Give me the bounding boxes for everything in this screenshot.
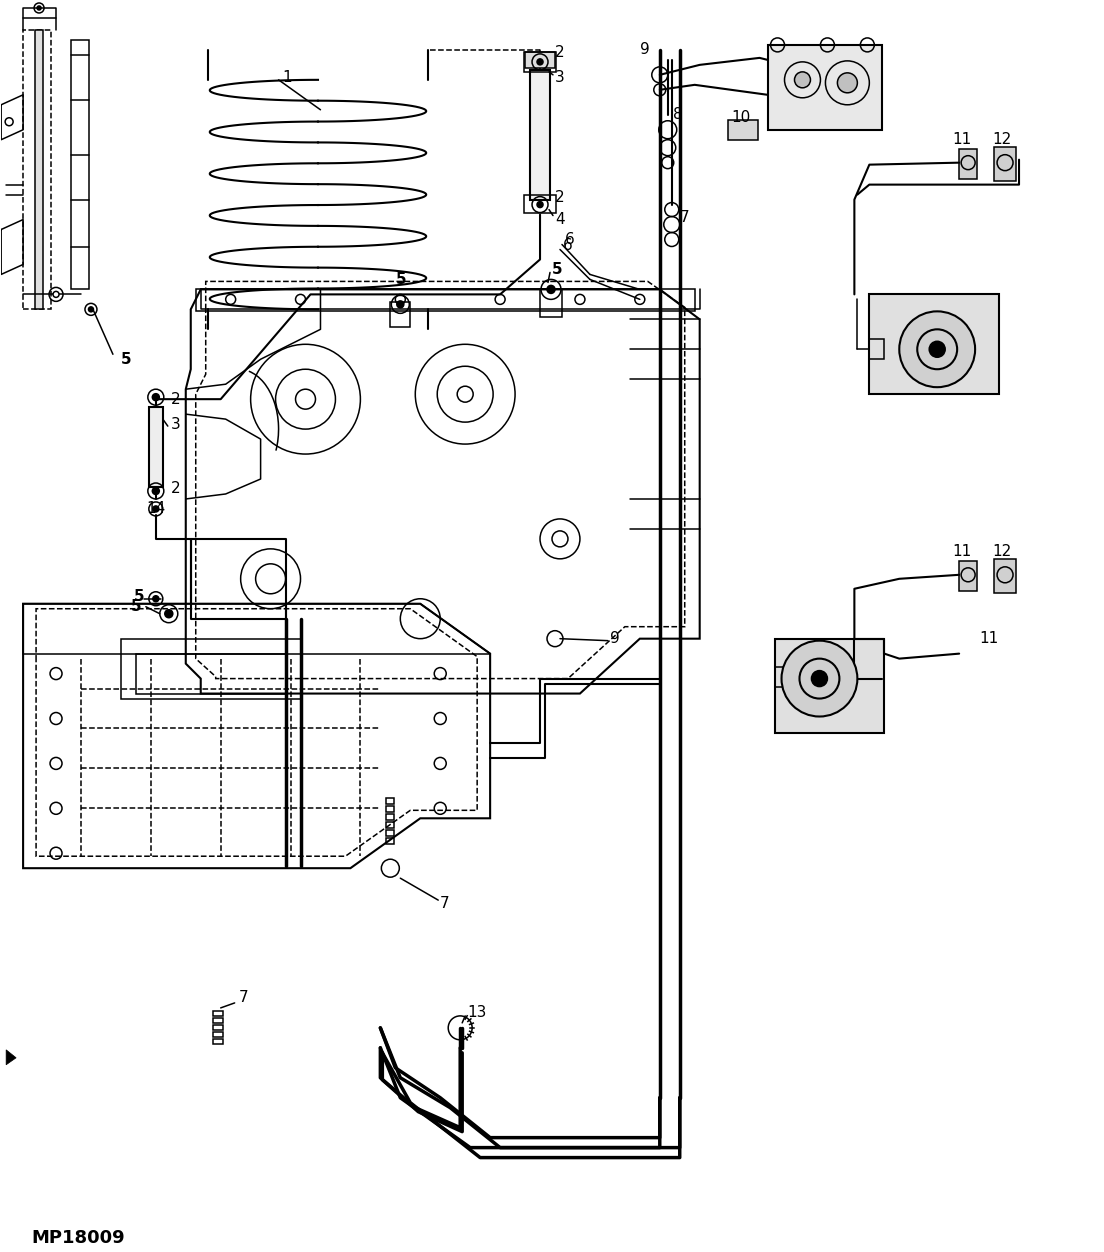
Circle shape bbox=[782, 641, 858, 716]
Text: 11: 11 bbox=[952, 133, 972, 148]
Bar bbox=[386, 839, 394, 844]
Bar bbox=[149, 407, 162, 487]
Text: 3: 3 bbox=[171, 417, 181, 432]
Text: 5: 5 bbox=[552, 262, 563, 277]
Text: 10: 10 bbox=[732, 110, 751, 125]
Circle shape bbox=[53, 292, 59, 298]
Bar bbox=[767, 45, 882, 130]
Bar bbox=[386, 806, 394, 813]
Bar bbox=[994, 146, 1016, 180]
Bar bbox=[213, 1025, 223, 1030]
Text: 7: 7 bbox=[238, 990, 248, 1005]
Bar bbox=[386, 799, 394, 804]
Text: 11: 11 bbox=[952, 545, 972, 560]
Bar bbox=[213, 1039, 223, 1044]
Bar bbox=[71, 40, 89, 289]
Text: 9: 9 bbox=[609, 631, 619, 646]
Text: 3: 3 bbox=[555, 70, 565, 85]
Text: 6: 6 bbox=[565, 232, 575, 247]
Bar bbox=[869, 339, 884, 359]
Circle shape bbox=[537, 59, 543, 65]
Bar bbox=[386, 830, 394, 836]
Bar bbox=[195, 289, 694, 312]
Text: 12: 12 bbox=[992, 133, 1011, 148]
Text: 9: 9 bbox=[640, 43, 649, 58]
Bar bbox=[23, 30, 51, 309]
Circle shape bbox=[546, 285, 555, 293]
Bar bbox=[869, 294, 999, 394]
Circle shape bbox=[38, 6, 41, 10]
Bar bbox=[213, 1032, 223, 1037]
Circle shape bbox=[152, 596, 159, 602]
Polygon shape bbox=[7, 1050, 17, 1064]
Bar bbox=[213, 1010, 223, 1015]
Bar bbox=[994, 558, 1016, 592]
Bar bbox=[540, 289, 562, 317]
Text: 4: 4 bbox=[555, 212, 564, 227]
Circle shape bbox=[152, 487, 159, 495]
Circle shape bbox=[537, 202, 543, 208]
Circle shape bbox=[930, 342, 945, 357]
Circle shape bbox=[152, 393, 159, 401]
Bar bbox=[35, 30, 43, 309]
Circle shape bbox=[811, 671, 827, 686]
Bar bbox=[524, 51, 556, 71]
Bar bbox=[121, 639, 300, 699]
Bar bbox=[728, 120, 757, 140]
Bar bbox=[386, 814, 394, 820]
Text: 5: 5 bbox=[134, 590, 145, 605]
Text: 5: 5 bbox=[121, 352, 131, 367]
Circle shape bbox=[164, 610, 173, 617]
Circle shape bbox=[88, 307, 94, 312]
Text: 13: 13 bbox=[467, 1005, 487, 1020]
Text: 2: 2 bbox=[555, 190, 564, 205]
Bar bbox=[526, 51, 555, 68]
Bar bbox=[136, 654, 286, 694]
Text: 6: 6 bbox=[563, 238, 573, 253]
Bar bbox=[959, 561, 977, 591]
Circle shape bbox=[838, 73, 858, 93]
Text: 5: 5 bbox=[395, 272, 406, 287]
Bar bbox=[386, 823, 394, 829]
Bar bbox=[959, 149, 977, 179]
Bar bbox=[775, 666, 789, 686]
Text: 7: 7 bbox=[440, 895, 449, 910]
Text: 2: 2 bbox=[555, 45, 564, 60]
Text: 8: 8 bbox=[672, 108, 682, 123]
Circle shape bbox=[152, 506, 159, 512]
Circle shape bbox=[396, 300, 404, 308]
Text: 11: 11 bbox=[979, 631, 998, 646]
Bar bbox=[775, 639, 884, 734]
Bar bbox=[530, 70, 550, 199]
Text: 2: 2 bbox=[171, 482, 180, 497]
Text: 12: 12 bbox=[992, 545, 1011, 560]
Text: 7: 7 bbox=[680, 210, 689, 225]
Circle shape bbox=[795, 71, 810, 88]
Bar bbox=[213, 1018, 223, 1023]
Circle shape bbox=[900, 312, 975, 387]
Text: MP18009: MP18009 bbox=[31, 1229, 125, 1247]
Text: 5: 5 bbox=[131, 600, 141, 615]
Text: 14: 14 bbox=[147, 502, 166, 516]
Bar bbox=[391, 303, 411, 327]
Text: 1: 1 bbox=[283, 70, 293, 85]
Bar bbox=[524, 194, 556, 213]
Text: 2: 2 bbox=[171, 392, 180, 407]
